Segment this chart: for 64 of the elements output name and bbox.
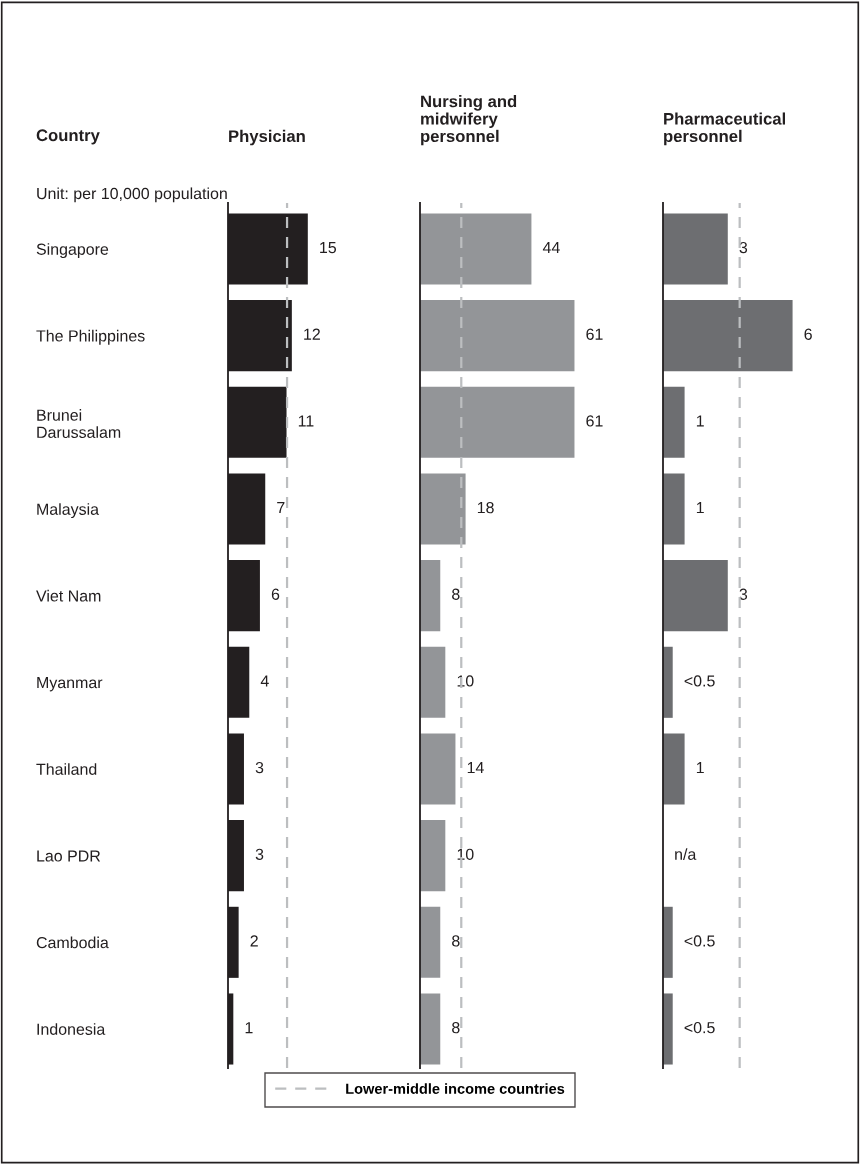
bar [420,473,466,545]
bar [420,906,441,978]
y-tick-label: The Philippines [36,329,145,345]
data-label: <0.5 [684,1021,715,1034]
chart-title: Pharmaceutical personnel [664,112,786,146]
data-label: 8 [452,1021,460,1034]
bar [420,386,575,458]
data-label: 10 [457,848,474,860]
legend-label: Lower-middle income countries [346,1083,565,1094]
y-tick-label: Brunei Darussalam [37,409,121,438]
bar [663,906,673,978]
data-label: <0.5 [684,675,715,687]
data-label: 2 [250,935,258,947]
data-label: 14 [467,762,484,774]
y-tick-label: Thailand [36,763,97,775]
data-label: 8 [452,935,460,947]
chart-title: Physician [229,129,305,146]
data-label: 3 [255,848,264,860]
data-label: 61 [586,328,603,340]
bar [663,733,685,805]
bar [420,646,446,718]
bar [420,820,446,892]
data-label: 1 [696,502,704,514]
bar [420,213,532,285]
data-label: 7 [277,502,285,514]
bar [663,386,685,458]
y-tick-label: Indonesia [37,1023,106,1035]
y-tick-label: Lao PDR [37,850,101,862]
data-label: 15 [320,242,337,254]
text: Unit: per 10,000 population [37,187,227,203]
data-label: 12 [304,328,320,340]
data-label: 44 [542,242,560,254]
bar [663,300,793,372]
data-label: 4 [260,675,269,687]
y-axis-title: Country [36,129,100,145]
bar [663,993,673,1065]
data-label: 1 [245,1022,253,1034]
bar [420,300,575,372]
data-label: 1 [696,762,704,774]
data-label: 3 [739,241,748,254]
y-tick-label: Malaysia [37,503,100,519]
data-label: 61 [586,415,603,427]
data-label: 11 [298,415,314,427]
y-tick-label: Singapore [36,243,109,259]
bar [420,560,441,632]
y-tick-label: Myanmar [37,677,103,692]
data-label: 6 [804,328,812,340]
y-tick-label: Viet Nam [36,589,101,602]
text: n/a [675,848,697,860]
data-label: 3 [739,588,748,600]
bar [663,646,673,718]
data-label: 8 [452,588,460,600]
data-label: 1 [696,415,704,427]
data-label: 3 [255,761,264,774]
bar [420,993,441,1065]
data-label: <0.5 [684,935,715,947]
chart-title: Nursing and midwifery personnel [421,95,517,146]
data-label: 18 [477,501,494,514]
bar [663,213,728,285]
bar [420,733,456,805]
y-tick-label: Cambodia [36,936,109,949]
data-label: 6 [271,588,280,600]
bar [663,560,728,632]
bar [663,473,685,545]
